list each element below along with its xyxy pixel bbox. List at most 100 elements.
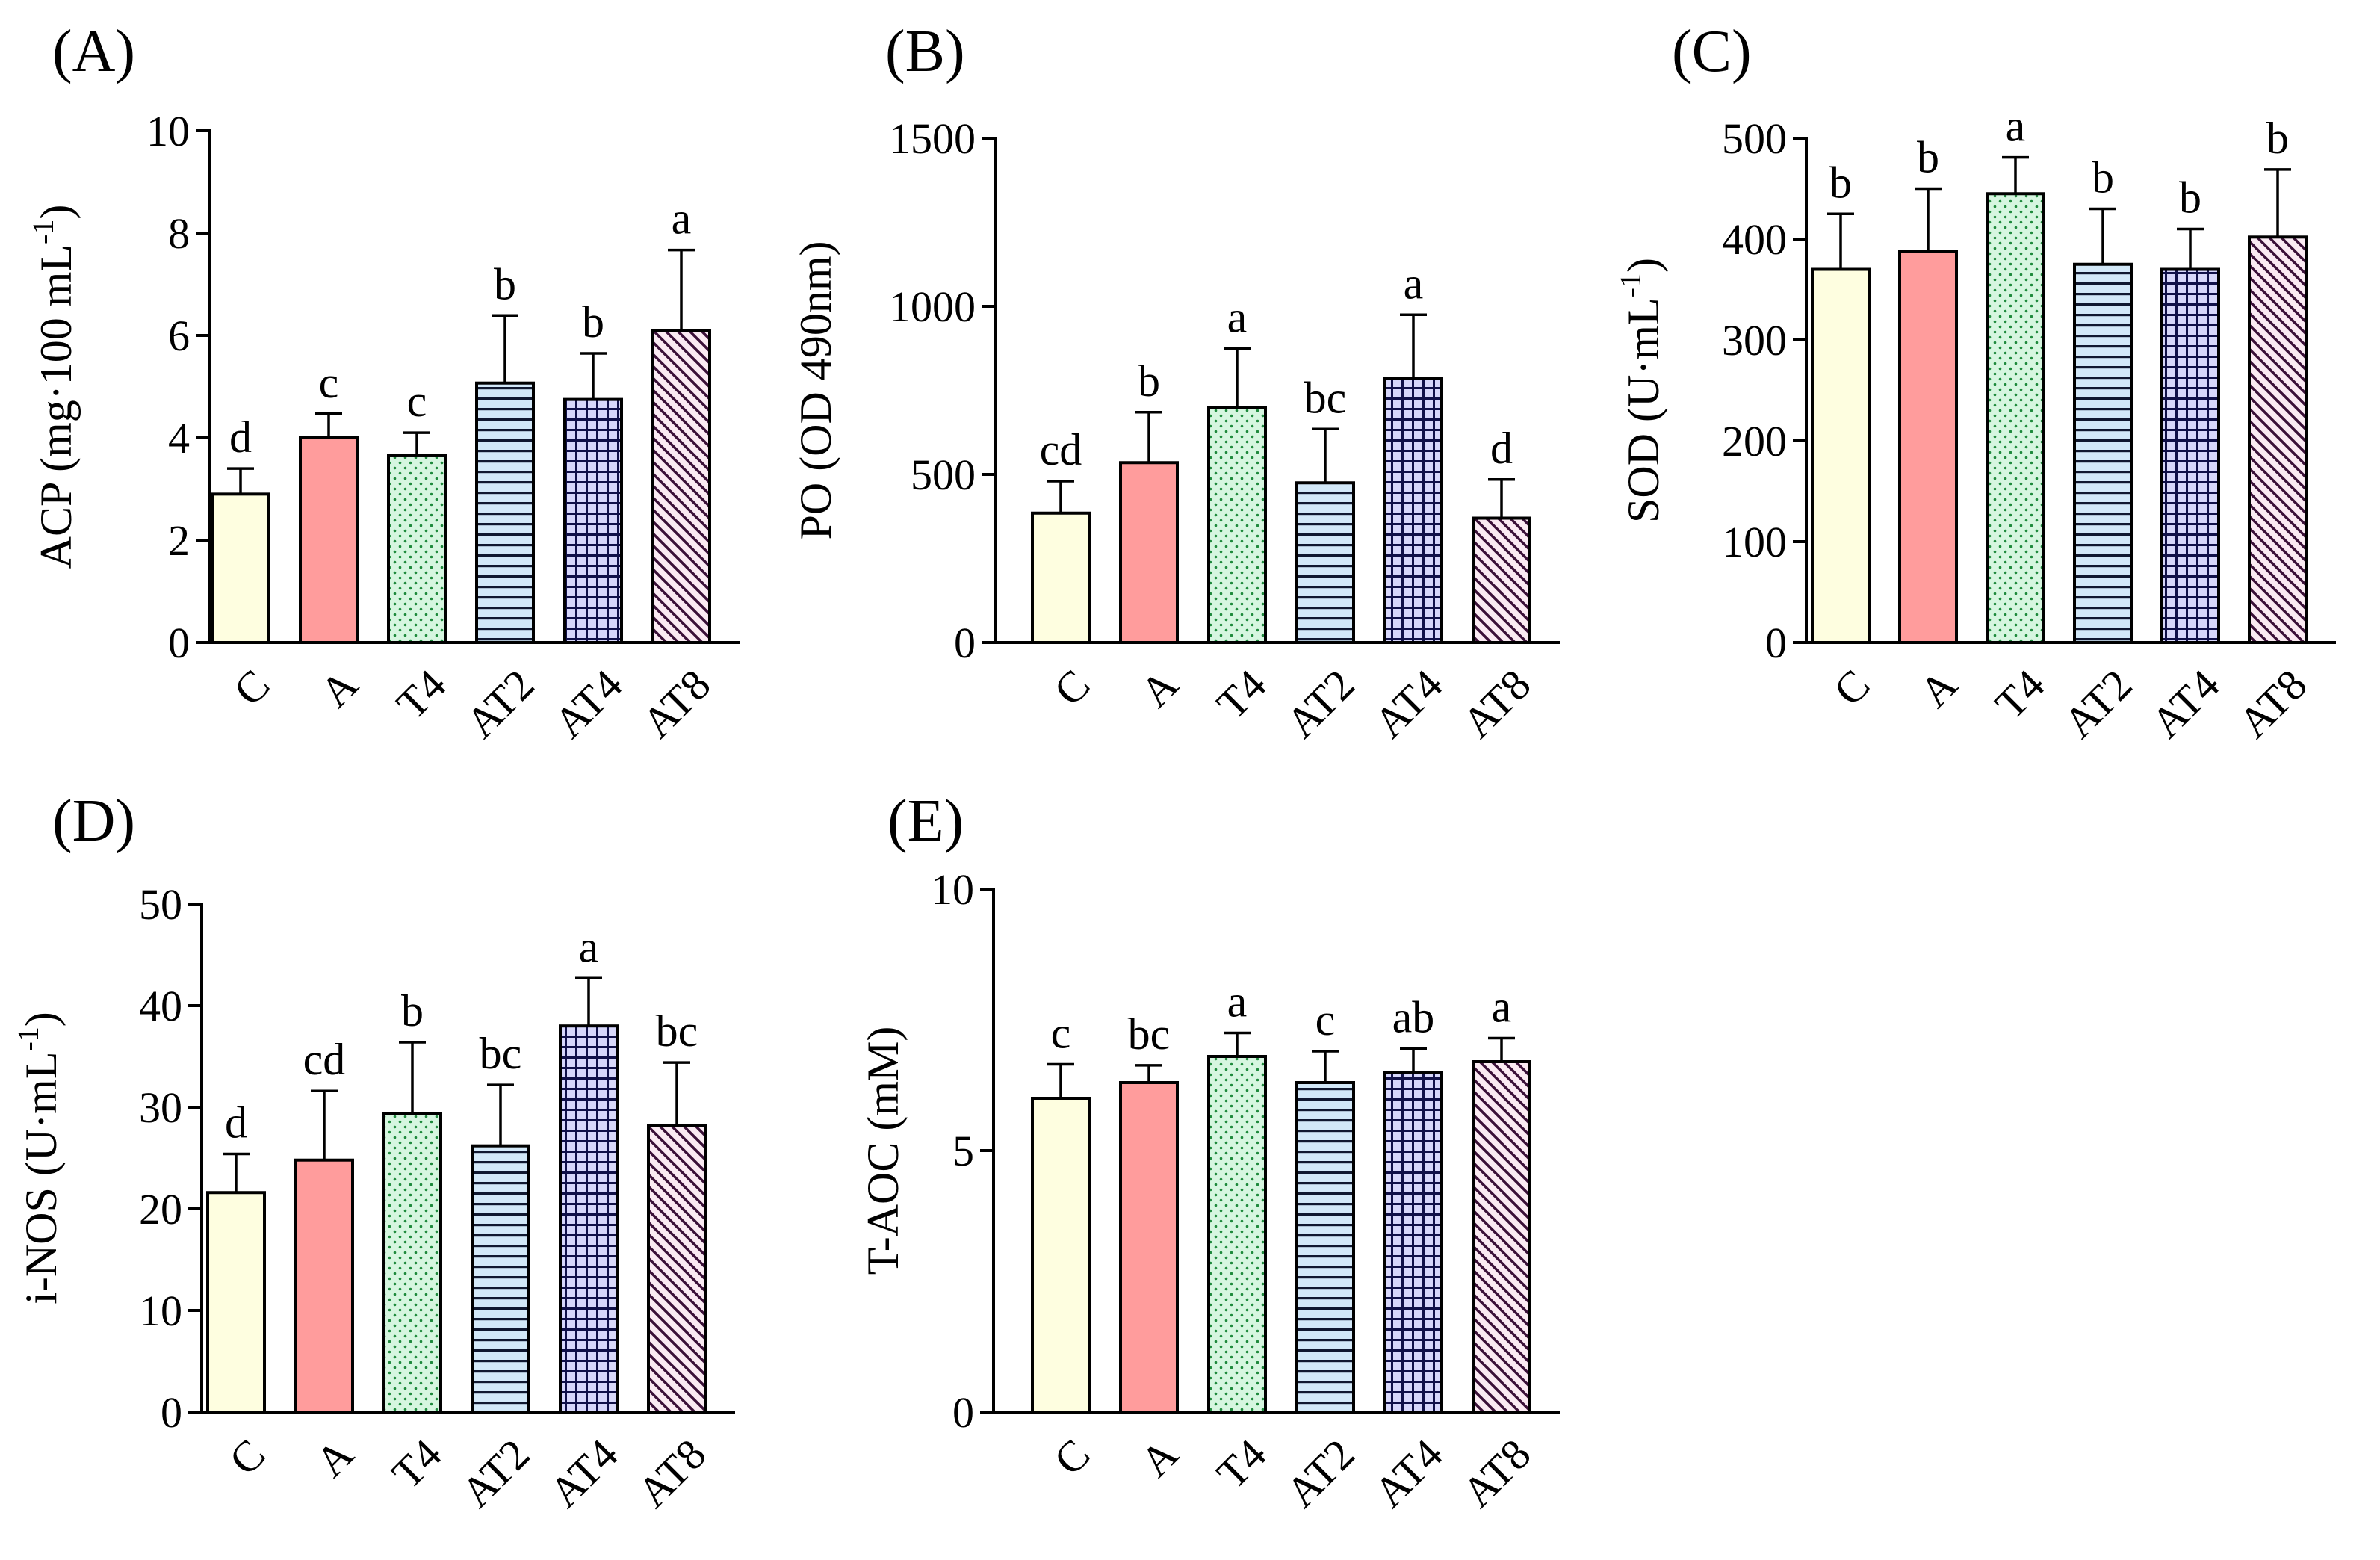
bar-c <box>1031 1097 1091 1414</box>
category-label: AT2 <box>1277 1430 1364 1517</box>
category-label: AT8 <box>1453 1430 1540 1517</box>
significance-label: c <box>319 358 339 407</box>
significance-label: a <box>1404 259 1424 308</box>
y-axis-title: i-NOS (U·mL-1) <box>11 1012 66 1304</box>
significance-label: bc <box>480 1029 522 1078</box>
bar-at4 <box>563 397 623 644</box>
bar-t4 <box>1207 406 1267 644</box>
bar-c <box>206 1191 266 1414</box>
significance-label: a <box>2006 102 2026 151</box>
panel-label: (D) <box>52 788 135 854</box>
y-axis-title: ACP (mg·100 mL-1) <box>26 205 81 569</box>
y-axis-title: SOD (U·mL-1) <box>1614 258 1668 523</box>
category-label: AT4 <box>1365 660 1452 748</box>
category-label: T4 <box>387 660 456 729</box>
panel-d-inos-chart: (D) 0 10 20 30 40 50 i-NOS (U·mL-1) d Ccd Ab T4 bc AT… <box>11 788 735 1517</box>
category-label: AT4 <box>2142 660 2229 748</box>
category-label: T4 <box>1207 660 1276 729</box>
y-tick-label: 500 <box>1722 114 1787 163</box>
panel-label: (B) <box>885 19 965 84</box>
y-tick-label: 0 <box>161 1388 182 1437</box>
category-label: T4 <box>1986 660 2054 729</box>
bar-a <box>294 1158 354 1414</box>
significance-label: a <box>672 194 692 244</box>
significance-label: d <box>225 1098 247 1148</box>
y-tick-label: 0 <box>954 619 976 667</box>
y-tick-label: 6 <box>168 312 190 360</box>
category-label: AT2 <box>1277 660 1364 748</box>
significance-label: bc <box>1128 1009 1171 1059</box>
significance-label: bc <box>1304 373 1347 422</box>
category-label: T4 <box>1207 1430 1276 1499</box>
bar-t4 <box>387 454 447 644</box>
significance-label: bc <box>656 1006 698 1056</box>
bar-a <box>1898 250 1958 644</box>
panel-label: (E) <box>887 788 964 854</box>
bar-at2 <box>475 381 535 645</box>
significance-label: c <box>407 377 427 426</box>
bar-t4 <box>1986 192 2045 644</box>
y-tick-label: 10 <box>931 865 974 914</box>
category-label: AT8 <box>2229 660 2317 748</box>
panel-c-sod-chart: (C) 0 100 200 300 400 500 SOD (U·mL-1) b Cb Aa T4 b A… <box>1614 19 2336 747</box>
bar-a <box>1119 461 1179 644</box>
category-label: C <box>224 660 279 715</box>
category-label: T4 <box>382 1430 451 1499</box>
y-tick-label: 2 <box>168 516 190 565</box>
bar-a <box>299 436 359 644</box>
significance-label: b <box>494 259 516 309</box>
y-tick-label: 0 <box>1765 619 1787 667</box>
panel-a-acp-chart: (A) 0 2 4 6 8 10 ACP (mg·100 mL-1) d Cc Ac T4 b AT2 b A… <box>26 19 740 747</box>
y-tick-label: 8 <box>168 209 190 258</box>
bar-c <box>1811 267 1871 644</box>
y-tick-label: 200 <box>1722 417 1787 465</box>
category-label: AT8 <box>628 1430 716 1517</box>
bar-at8 <box>1472 516 1531 644</box>
y-tick-label: 40 <box>139 982 182 1030</box>
bar-at2 <box>471 1144 530 1414</box>
category-label: AT2 <box>452 1430 539 1517</box>
category-label: AT4 <box>540 1430 627 1517</box>
significance-label: c <box>1051 1009 1071 1058</box>
category-label: A <box>306 1429 363 1486</box>
bar-at2 <box>1295 481 1355 644</box>
bar-t4 <box>382 1112 442 1414</box>
bar-at8 <box>1472 1060 1531 1414</box>
y-tick-label: 4 <box>168 414 190 462</box>
panel-b-po-chart: (B) 0 500 1000 1500 PO (OD 490nm) cd Cb Aa T4 bc AT… <box>791 19 1560 747</box>
significance-label: a <box>579 922 599 971</box>
category-label: A <box>1910 660 1967 716</box>
y-tick-label: 0 <box>168 619 190 667</box>
bar-c <box>211 492 270 644</box>
bar-at4 <box>1383 377 1443 644</box>
category-label: A <box>1131 660 1188 716</box>
bar-at8 <box>2248 235 2308 644</box>
significance-label: c <box>1315 995 1336 1044</box>
y-tick-label: 50 <box>139 880 182 929</box>
y-tick-label: 10 <box>139 1287 182 1335</box>
category-label: AT8 <box>633 660 720 748</box>
y-tick-label: 30 <box>139 1083 182 1132</box>
y-tick-label: 5 <box>952 1127 974 1175</box>
category-label: AT4 <box>1365 1430 1452 1517</box>
category-label: C <box>1044 1430 1099 1485</box>
significance-label: cd <box>1040 425 1082 474</box>
y-tick-label: 20 <box>139 1185 182 1234</box>
y-tick-label: 100 <box>1722 518 1787 566</box>
bar-at2 <box>2073 262 2133 644</box>
category-label: AT8 <box>1453 660 1540 748</box>
y-tick-label: 0 <box>952 1388 974 1437</box>
significance-label: b <box>2266 114 2289 163</box>
significance-label: a <box>1492 982 1512 1032</box>
category-label: A <box>1131 1429 1188 1486</box>
bar-at4 <box>2160 267 2220 644</box>
category-label: AT4 <box>545 660 632 748</box>
category-label: AT2 <box>2054 660 2142 748</box>
significance-label: b <box>401 986 424 1036</box>
significance-label: b <box>1829 158 1852 207</box>
significance-label: b <box>582 297 604 347</box>
y-axis-title: T-AOC (mM) <box>858 1027 908 1275</box>
y-tick-label: 10 <box>146 107 190 155</box>
category-label: A <box>311 660 368 716</box>
